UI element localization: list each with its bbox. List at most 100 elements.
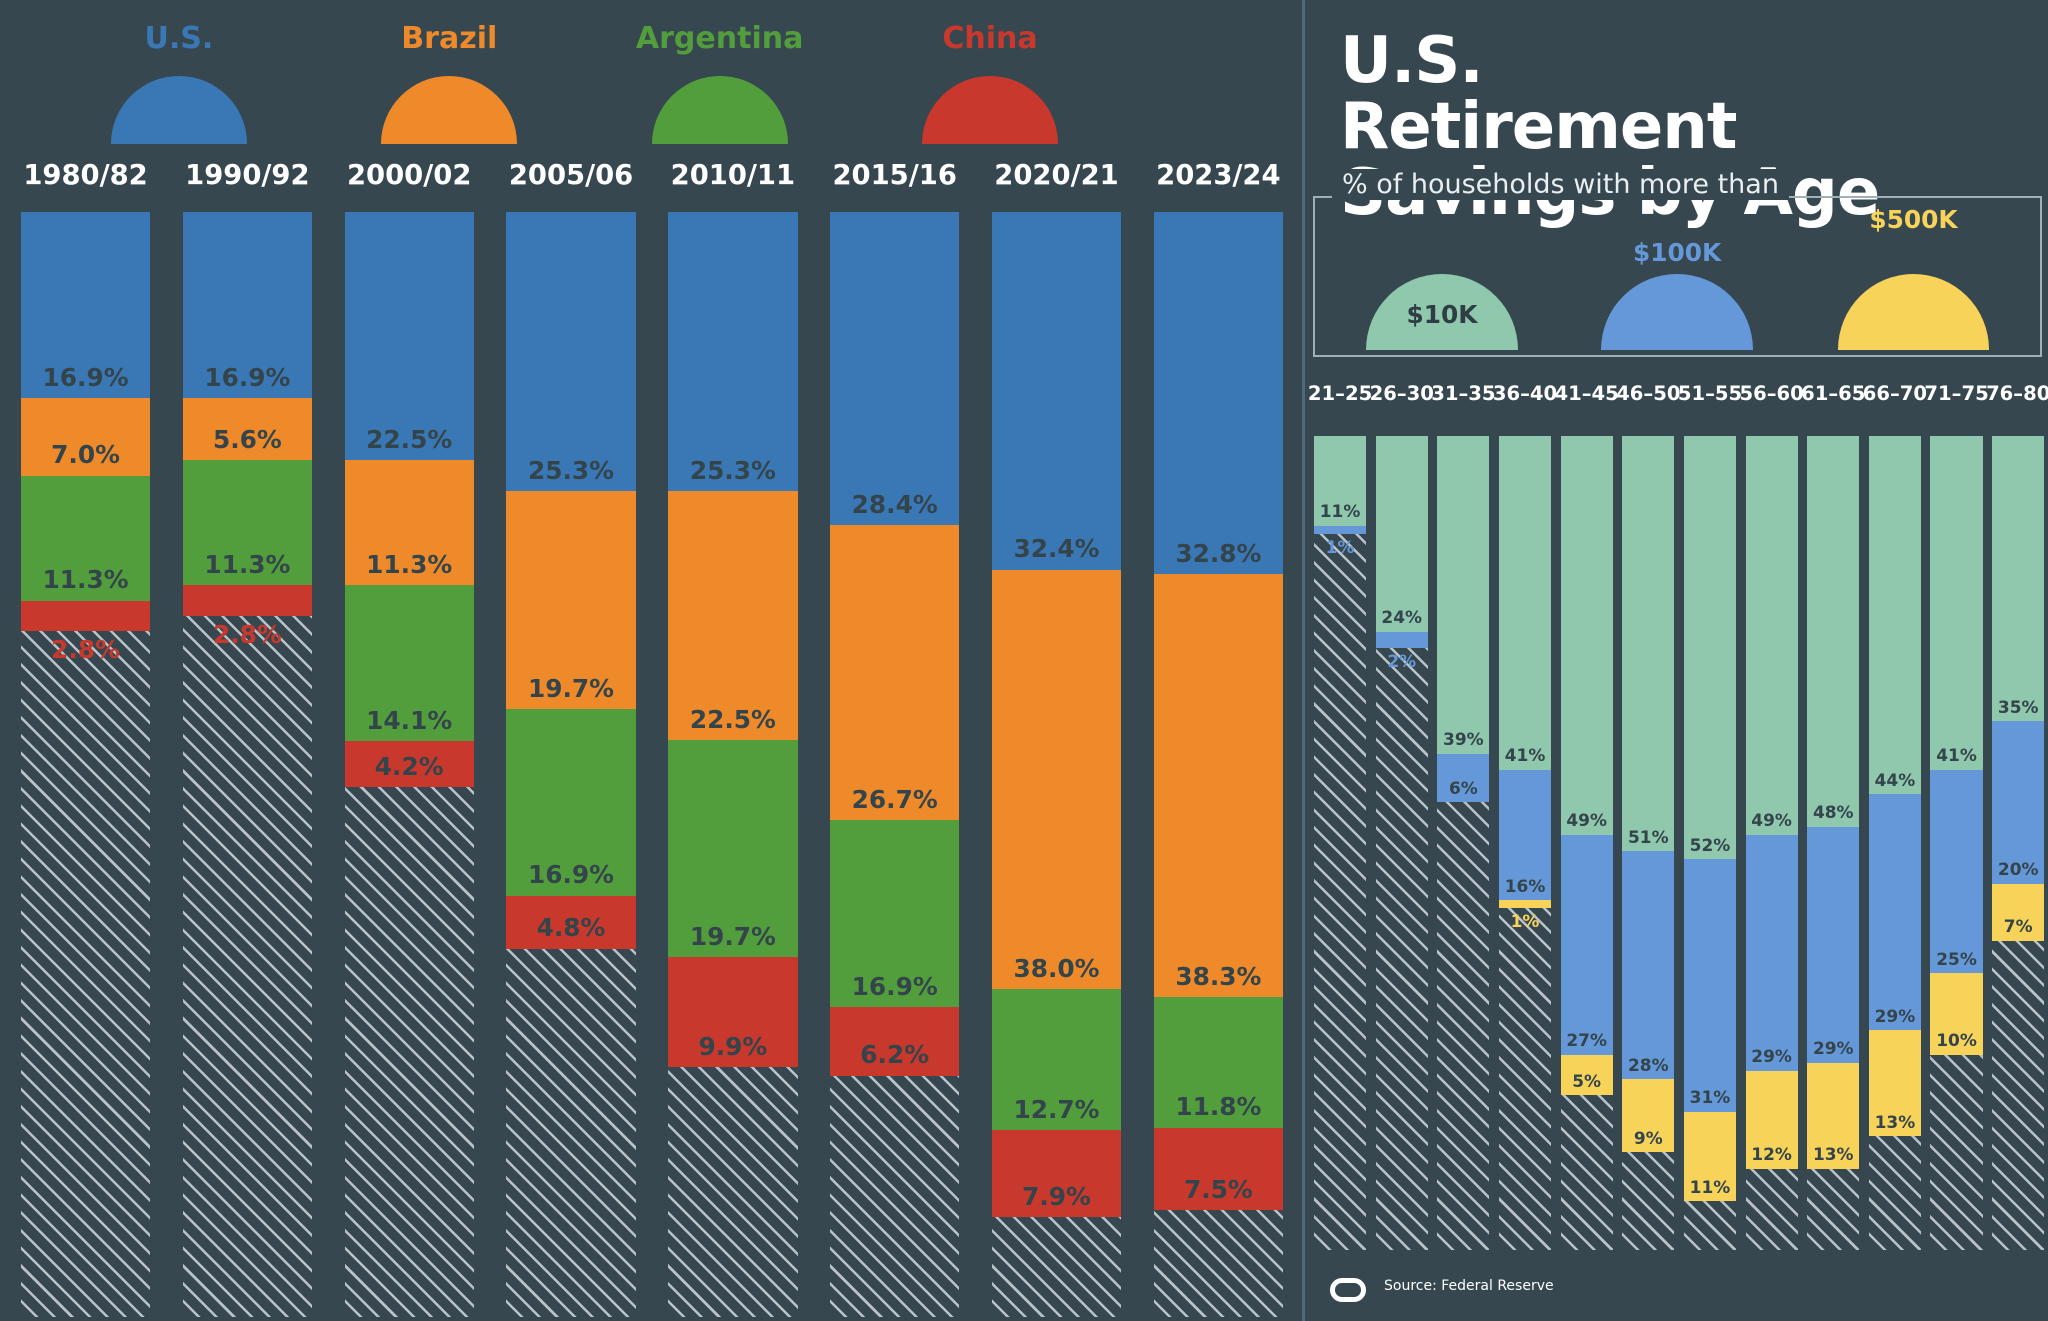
value-label: 2.8% <box>212 619 282 649</box>
x-tick-label: 21–25 <box>1307 382 1373 405</box>
divider <box>1302 0 1305 1321</box>
bar-segment <box>1153 1127 1283 1211</box>
bar-segment <box>991 569 1122 990</box>
legend-label: U.S. <box>144 20 214 56</box>
value-label: 20% <box>1997 860 2039 881</box>
bar-segment <box>182 585 313 616</box>
value-label: 7.0% <box>51 440 120 470</box>
bar-segment <box>1868 436 1922 795</box>
value-label: 16% <box>1504 876 1546 897</box>
bar-segment <box>1437 753 1490 803</box>
x-tick-label: 26–30 <box>1369 382 1434 405</box>
bar-segment <box>182 460 313 586</box>
bar-segment <box>1313 436 1367 526</box>
bar-segment <box>991 989 1122 1130</box>
value-label: 32.8% <box>1175 538 1262 568</box>
legend-label: Brazil <box>401 20 498 56</box>
legend-label: China <box>942 20 1038 56</box>
x-tick-label: 76–80 <box>1986 382 2048 405</box>
value-label: 13% <box>1874 1112 1916 1133</box>
x-tick-label: 2010/11 <box>670 159 796 191</box>
x-tick-label: 31–35 <box>1431 382 1496 405</box>
bar-segment <box>1622 1079 1675 1153</box>
value-label: 6% <box>1448 778 1478 799</box>
bar-segment <box>344 460 474 586</box>
value-label: 51% <box>1628 827 1669 848</box>
bar-segment <box>1375 631 1428 648</box>
x-tick-label: 1990/92 <box>185 159 310 191</box>
source: Source: Federal Reserve <box>1384 1278 1554 1294</box>
value-label: 32.4% <box>1013 534 1100 564</box>
bar-segment <box>506 491 636 709</box>
bar-segment <box>1807 826 1860 1063</box>
bar-segment <box>1992 721 2045 884</box>
bar-segment <box>830 820 960 1008</box>
bar-segment <box>1498 769 1552 901</box>
legend-icon <box>111 75 247 144</box>
bar-segment <box>344 585 474 741</box>
bar-segment <box>668 739 798 958</box>
value-label: 10% <box>1936 1031 1977 1052</box>
value-label: 29% <box>1751 1047 1792 1068</box>
source-icon <box>1330 1278 1366 1302</box>
bar-segment <box>20 475 151 601</box>
bar-segment <box>830 1007 960 1076</box>
value-label: 28% <box>1628 1055 1669 1076</box>
value-label: 4.2% <box>374 752 444 782</box>
value-label: 7% <box>2003 917 2033 938</box>
value-label: 38.0% <box>1013 954 1100 984</box>
value-label: 12.7% <box>1013 1094 1100 1124</box>
value-label: 11.3% <box>204 549 291 579</box>
x-tick-label: 2023/24 <box>1156 159 1281 191</box>
x-tick-label: 56–60 <box>1739 382 1804 405</box>
value-label: 16.9% <box>204 363 291 393</box>
value-label: 25% <box>1936 949 1977 970</box>
value-label: 2% <box>1387 651 1417 672</box>
bar-segment <box>1992 883 2045 941</box>
bar-segment <box>1868 1030 1922 1137</box>
value-label: 41% <box>1936 746 1977 767</box>
value-label: 11% <box>1319 502 1361 523</box>
x-tick-label: 1980/82 <box>23 159 148 191</box>
value-label: 24% <box>1381 608 1423 629</box>
bar-segment <box>1745 436 1798 835</box>
value-label: 49% <box>1751 811 1792 832</box>
value-label: 4.8% <box>536 913 606 943</box>
value-label: 12% <box>1751 1145 1792 1166</box>
bar-segment <box>1560 834 1613 1055</box>
bar-segment <box>1498 900 1552 909</box>
x-tick-label: 2000/02 <box>346 159 472 191</box>
bar-segment <box>1375 436 1428 632</box>
value-label: 35% <box>1997 697 2039 718</box>
value-label: 13% <box>1812 1145 1854 1166</box>
bar-segment <box>1807 436 1860 827</box>
value-label: 11.3% <box>366 549 453 579</box>
value-label: 19.7% <box>528 673 615 703</box>
value-label: 14.1% <box>366 705 453 735</box>
value-label: 27% <box>1566 1031 1607 1052</box>
x-tick-label: 61–65 <box>1801 382 1866 405</box>
value-label: 29% <box>1874 1006 1916 1027</box>
legend-label: $500K <box>1869 205 1958 235</box>
value-label: 41% <box>1504 746 1546 767</box>
bar-segment <box>668 211 798 492</box>
bar-segment <box>1498 436 1552 770</box>
value-label: 6.2% <box>860 1040 930 1070</box>
value-label: 2.8% <box>51 635 120 665</box>
bar-segment <box>1683 436 1737 860</box>
bar-segment <box>1745 1070 1798 1169</box>
value-label: 7.5% <box>1183 1175 1253 1205</box>
bar-segment <box>20 600 151 632</box>
value-label: 9% <box>1633 1128 1663 1149</box>
bar-segment <box>506 708 636 896</box>
bar-segment <box>1313 525 1367 534</box>
value-label: 16.9% <box>42 363 129 393</box>
legend-icon <box>922 75 1058 144</box>
value-label: 31% <box>1689 1088 1731 1109</box>
value-label: 29% <box>1812 1039 1854 1060</box>
bar-segment <box>1683 1111 1737 1202</box>
value-label: 52% <box>1689 835 1731 856</box>
bar-segment <box>1992 436 2045 722</box>
bar-segment <box>1153 574 1283 998</box>
x-tick-label: 36–40 <box>1492 382 1558 405</box>
